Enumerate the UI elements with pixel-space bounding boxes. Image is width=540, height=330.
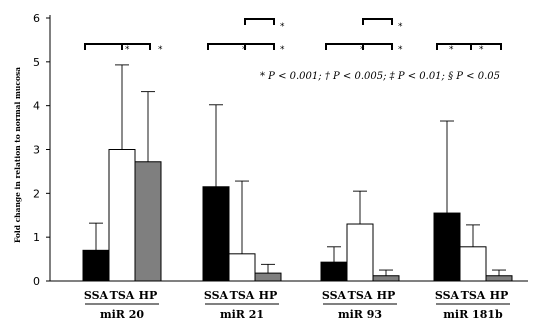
category-label-HP: HP — [259, 289, 278, 302]
category-label-TSA: TSA — [230, 289, 255, 302]
y-tick-label-4: 4 — [33, 100, 40, 113]
y-axis-title-text: Fold change in relation to normal mucosa — [13, 67, 22, 243]
y-tick-label-6: 6 — [33, 12, 40, 25]
bar-miR21-SSA — [202, 186, 230, 282]
category-label-HP: HP — [490, 289, 509, 302]
significance-brackets: * * * * * * * * * * — [84, 18, 502, 55]
bar-miR93-SSA — [320, 261, 348, 282]
category-label-SSA: SSA — [204, 289, 229, 302]
bracket-mir21-tsa-hp — [244, 43, 275, 50]
category-label-HP: HP — [377, 289, 396, 302]
bracket-mir93-top — [362, 18, 393, 25]
y-tick-label-0: 0 — [33, 275, 40, 288]
group-label: miR 21 — [220, 308, 264, 321]
category-label-TSA: TSA — [348, 289, 373, 302]
y-axis-title: Fold change in relation to normal mucosa — [13, 67, 22, 243]
bracket-mir21-ssa-tsa — [207, 43, 246, 50]
star-mir181b-1: * — [449, 45, 454, 55]
bar-miR21-HP — [254, 272, 282, 282]
bracket-mir181b-ssa-tsa — [436, 43, 472, 50]
group-label: miR 20 — [100, 308, 144, 321]
star-mir93-1: * — [360, 45, 365, 55]
star-mir93-top: * — [398, 22, 403, 32]
group-label: miR 181b — [443, 308, 503, 321]
category-label-SSA: SSA — [322, 289, 347, 302]
bar-miR181b-HP — [485, 275, 513, 282]
bracket-mir93-tsa-hp — [362, 43, 393, 50]
category-label-SSA: SSA — [84, 289, 109, 302]
category-label-SSA: SSA — [435, 289, 460, 302]
bracket-mir181b-tsa-hp — [470, 43, 502, 50]
star-mir20-2: * — [158, 45, 163, 55]
bar-miR20-HP — [134, 161, 162, 282]
category-label-TSA: TSA — [110, 289, 135, 302]
star-mir181b-2: * — [479, 45, 484, 55]
y-tick-label-2: 2 — [33, 187, 40, 200]
bracket-mir93-ssa-tsa — [325, 43, 364, 50]
y-tick-label-1: 1 — [33, 231, 40, 244]
bar-miR20-SSA — [82, 249, 110, 282]
bar-miR93-HP — [372, 275, 400, 282]
bracket-mir21-top — [244, 18, 275, 25]
bar-miR93-TSA — [346, 223, 374, 282]
star-mir20-1: * — [125, 45, 130, 55]
bar-miR21-TSA — [228, 253, 256, 282]
group-label: miR 93 — [338, 308, 382, 321]
y-ticks: 0 1 2 3 4 5 6 — [33, 12, 50, 288]
bracket-mir20-tsa-hp — [121, 43, 151, 50]
y-tick-label-3: 3 — [33, 144, 40, 157]
category-label-TSA: TSA — [461, 289, 486, 302]
star-mir21-1: * — [242, 45, 247, 55]
bar-miR181b-TSA — [459, 246, 487, 282]
y-tick-label-5: 5 — [33, 56, 40, 69]
legend-note: * P < 0.001; † P < 0.005; ‡ P < 0.01; § … — [260, 71, 500, 82]
category-label-HP: HP — [139, 289, 158, 302]
star-mir21-2: * — [280, 45, 285, 55]
bar-miR181b-SSA — [433, 212, 461, 282]
bracket-mir20-ssa-tsa — [84, 43, 123, 50]
star-mir21-top: * — [280, 22, 285, 32]
bars — [82, 64, 513, 282]
bar-miR20-TSA — [108, 149, 136, 282]
star-mir93-2: * — [398, 45, 403, 55]
